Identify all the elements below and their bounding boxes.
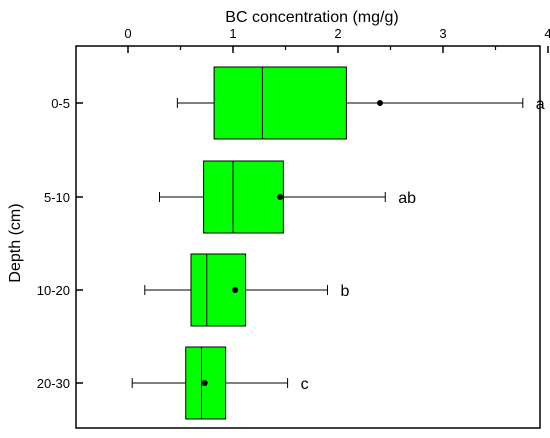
box-group-5-10: 5-10 ab (44, 160, 416, 234)
x-axis-ticks: 0 1 2 3 4 (124, 26, 550, 53)
significance-letter: ab (398, 190, 416, 207)
x-tick-label: 1 (229, 26, 236, 41)
mean-marker (277, 194, 284, 200)
y-tick-label: 20-30 (37, 376, 70, 391)
y-axis-title: Depth (cm) (7, 203, 24, 282)
box-group-0-5: 0-5 a (51, 66, 545, 140)
mean-marker (377, 100, 383, 106)
y-tick-label: 5-10 (44, 190, 70, 205)
mean-marker (201, 380, 208, 386)
x-tick-label: 2 (334, 26, 341, 41)
iqr-box (213, 66, 347, 140)
box-group-10-20: 10-20 b (37, 253, 350, 327)
plot-frame (75, 45, 541, 429)
x-tick-label: 0 (124, 26, 131, 41)
significance-letter: b (341, 283, 350, 300)
x-tick-label: 4 (544, 26, 550, 41)
x-axis-title: BC concentration (mg/g) (225, 9, 398, 26)
x-tick-label: 3 (439, 26, 446, 41)
significance-letter: c (301, 376, 309, 393)
box-series: 0-5 a 5-10 ab 10-20 b 20-30 c (37, 66, 545, 420)
y-tick-label: 10-20 (37, 283, 70, 298)
iqr-box (203, 160, 284, 234)
box-group-20-30: 20-30 c (37, 346, 309, 420)
y-tick-label: 0-5 (51, 96, 70, 111)
mean-marker (232, 287, 239, 293)
